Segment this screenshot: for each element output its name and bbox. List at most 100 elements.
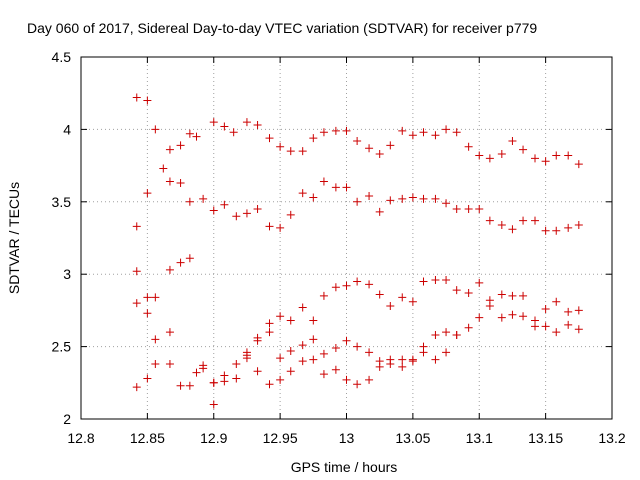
data-point [386,196,395,205]
data-point [497,220,506,229]
data-point [331,126,340,135]
data-point [497,150,506,159]
data-point [464,142,473,151]
data-point [574,160,583,169]
data-point [386,355,395,364]
data-point [298,303,307,312]
data-point [309,316,318,325]
data-point [485,154,494,163]
data-point [574,306,583,315]
data-point [475,278,484,287]
data-point [564,223,573,232]
data-point [298,147,307,156]
axis-ticks [80,56,613,420]
data-point [342,281,351,290]
data-point [442,125,451,134]
data-point [253,367,262,376]
data-point [286,367,295,376]
data-point [143,96,152,105]
data-point [319,177,328,186]
data-point [220,122,229,131]
data-point [353,380,362,389]
y-tick-label: 3.5 [52,194,72,210]
data-point [564,307,573,316]
data-point [342,183,351,192]
data-point [541,226,550,235]
data-point [319,291,328,300]
data-point [574,325,583,334]
y-tick-label: 4 [63,121,71,137]
data-point [309,134,318,143]
data-point [365,280,374,289]
y-tick-label: 2 [63,411,71,427]
data-point [552,328,561,337]
data-point [253,121,262,130]
data-point [375,290,384,299]
data-point [419,277,428,286]
data-point [485,216,494,225]
data-point [220,377,229,386]
data-point [242,118,251,127]
data-point [265,134,274,143]
x-tick-label: 12.85 [130,430,165,446]
data-point [508,136,517,145]
data-point [508,310,517,319]
x-tick-label: 13 [339,430,355,446]
data-point [220,200,229,209]
data-point [519,312,528,321]
data-point [497,313,506,322]
data-point [331,283,340,292]
y-axis-label: SDTVAR / TECUs [6,182,22,294]
data-point [276,375,285,384]
data-point [176,178,185,187]
data-point [475,205,484,214]
data-point [564,151,573,160]
data-point [276,223,285,232]
data-point [253,336,262,345]
data-point [232,374,241,383]
data-point [541,322,550,331]
data-point [531,154,540,163]
y-tick-labels: 2 2.5 3 3.5 4 4.5 [52,49,72,427]
data-point [519,291,528,300]
data-point [176,141,185,150]
x-tick-label: 12.95 [263,430,298,446]
data-point [199,194,208,203]
data-point [475,313,484,322]
data-point [276,312,285,321]
data-point [342,126,351,135]
data-point [508,225,517,234]
data-point [165,177,174,186]
data-point [253,205,262,214]
x-tick-label: 13.15 [528,430,563,446]
data-point [386,141,395,150]
data-point [192,132,201,141]
data-point [353,136,362,145]
data-point [408,131,417,140]
data-point [386,302,395,311]
data-point [408,193,417,202]
data-point [151,335,160,344]
data-point [265,222,274,231]
data-point [475,151,484,160]
data-point [519,145,528,154]
data-point [286,147,295,156]
data-point [209,400,218,409]
data-point [431,275,440,284]
data-point [232,359,241,368]
data-point [442,275,451,284]
data-point [229,128,238,137]
data-point [419,128,428,137]
data-point [531,322,540,331]
data-point [286,210,295,219]
data-point [464,289,473,298]
data-point [319,370,328,379]
data-point [298,189,307,198]
y-tick-label: 4.5 [52,49,72,65]
data-point [552,226,561,235]
data-point [431,331,440,340]
data-point [552,297,561,306]
data-point [375,357,384,366]
data-point [531,216,540,225]
